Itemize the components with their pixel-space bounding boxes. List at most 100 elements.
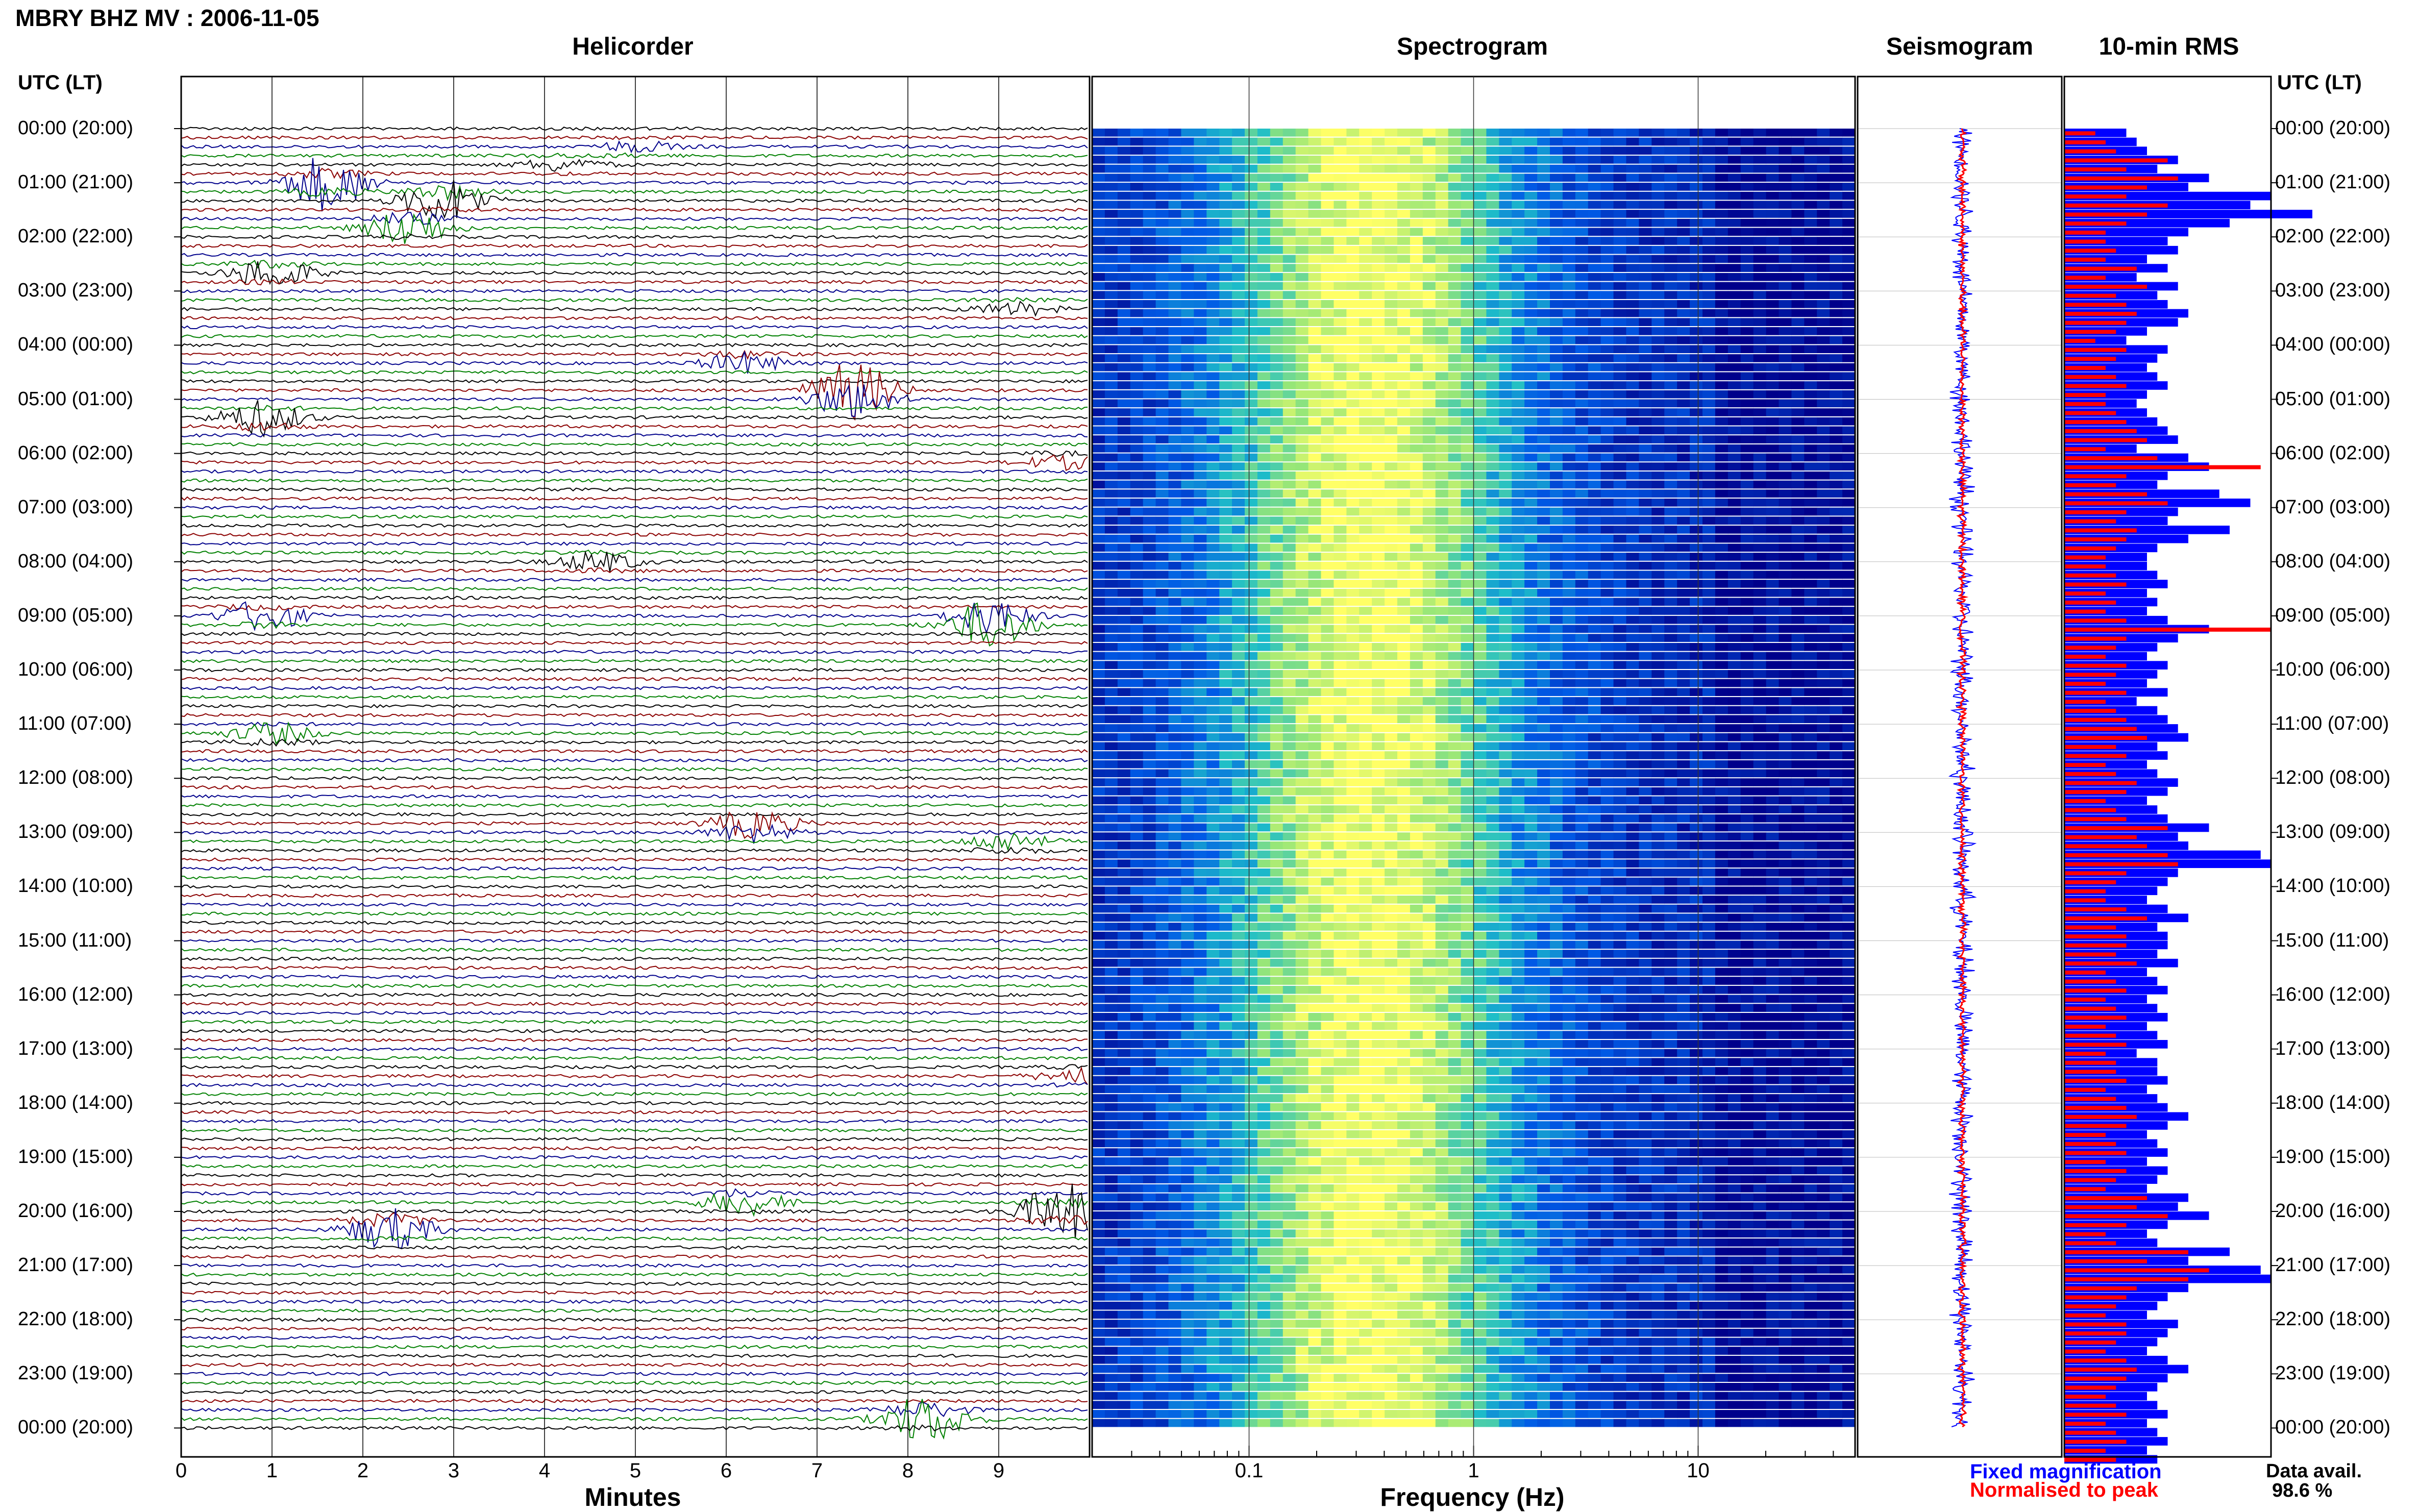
spectrogram-cell	[1422, 218, 1436, 227]
spectrogram-cell	[1804, 272, 1817, 281]
spectrogram-cell	[1270, 507, 1283, 516]
spectrogram-cell	[1600, 390, 1614, 399]
spectrogram-cell	[1117, 733, 1131, 741]
spectrogram-cell	[1537, 210, 1550, 218]
spectrogram-cell	[1359, 228, 1372, 236]
time-tick-left: 11:00 (07:00)	[18, 713, 132, 735]
spectrogram-cell	[1397, 309, 1411, 317]
spectrogram-cell	[1155, 652, 1169, 660]
spectrogram-cell	[1435, 814, 1449, 823]
spectrogram-cell	[1397, 796, 1411, 805]
spectrogram-cell	[1181, 336, 1194, 344]
spectrogram-cell	[1791, 778, 1805, 786]
spectrogram-cell	[1117, 489, 1131, 498]
spectrogram-cell	[1448, 634, 1462, 642]
spectrogram-cell	[1499, 796, 1512, 805]
spectrogram-cell	[1613, 832, 1627, 840]
spectrogram-cell	[1130, 417, 1144, 426]
spectrogram-cell	[1295, 245, 1309, 254]
spectrogram-cell	[1308, 435, 1322, 443]
spectrogram-cell	[1600, 282, 1614, 290]
spectrogram-cell	[1385, 642, 1398, 651]
spectrogram-cell	[1104, 471, 1118, 480]
spectrogram-cell	[1791, 146, 1805, 155]
spectrogram-cell	[1651, 372, 1665, 381]
spectrogram-cell	[1486, 615, 1499, 624]
spectrogram-cell	[1740, 598, 1754, 606]
spectrogram-cell	[1830, 642, 1843, 651]
spectrogram-cell	[1715, 805, 1729, 813]
spectrogram-cell	[1219, 264, 1232, 272]
spectrogram-cell	[1613, 796, 1627, 805]
spectrogram-cell	[1410, 435, 1423, 443]
spectrogram-cell	[1245, 588, 1258, 597]
spectrogram-cell	[1537, 489, 1550, 498]
spectrogram-cell	[1270, 129, 1283, 137]
spectrogram-cell	[1575, 607, 1589, 615]
spectrogram-cell	[1435, 615, 1449, 624]
spectrogram-cell	[1359, 173, 1372, 182]
spectrogram-cell	[1385, 237, 1398, 245]
spectrogram-cell	[1104, 327, 1118, 335]
spectrogram-cell	[1117, 245, 1131, 254]
spectrogram-cell	[1372, 571, 1385, 579]
spectrogram-cell	[1626, 642, 1640, 651]
spectrogram-cell	[1422, 272, 1436, 281]
spectrogram-cell	[1842, 426, 1856, 435]
spectrogram-cell	[1499, 399, 1512, 408]
spectrogram-cell	[1664, 580, 1677, 588]
spectrogram-cell	[1245, 715, 1258, 724]
spectrogram-cell	[1282, 453, 1296, 462]
spectrogram-cell	[1626, 272, 1640, 281]
spectrogram-cell	[1575, 363, 1589, 371]
time-tick-right: 10:00 (06:00)	[2275, 659, 2391, 680]
spectrogram-cell	[1104, 237, 1118, 245]
spectrogram-cell	[1817, 300, 1830, 308]
spectrogram-cell	[1181, 363, 1194, 371]
spectrogram-cell	[1346, 615, 1360, 624]
spectrogram-cell	[1550, 534, 1563, 543]
spectrogram-cell	[1651, 796, 1665, 805]
spectrogram-cell	[1321, 823, 1335, 832]
spectrogram-cell	[1562, 534, 1576, 543]
spectrogram-cell	[1550, 571, 1563, 579]
spectrogram-cell	[1321, 417, 1335, 426]
spectrogram-cell	[1766, 381, 1780, 389]
spectrogram-cell	[1143, 146, 1156, 155]
spectrogram-cell	[1639, 146, 1652, 155]
spectrogram-cell	[1779, 580, 1792, 588]
spectrogram-cell	[1422, 237, 1436, 245]
spectrogram-cell	[1232, 507, 1245, 516]
spectrogram-cell	[1448, 264, 1462, 272]
spectrogram-cell	[1257, 724, 1271, 732]
spectrogram-cell	[1626, 553, 1640, 561]
spectrogram-cell	[1651, 733, 1665, 741]
spectrogram-cell	[1232, 869, 1245, 877]
spectrogram-cell	[1512, 787, 1525, 796]
spectrogram-cell	[1448, 706, 1462, 714]
spectrogram-cell	[1613, 173, 1627, 182]
spectrogram-cell	[1181, 841, 1194, 850]
spectrogram-cell	[1435, 156, 1449, 164]
spectrogram-cell	[1791, 173, 1805, 182]
spectrogram-cell	[1194, 715, 1207, 724]
spectrogram-cell	[1104, 272, 1118, 281]
spectrogram-cell	[1422, 480, 1436, 489]
spectrogram-cell	[1219, 724, 1232, 732]
spectrogram-cell	[1817, 778, 1830, 786]
spectrogram-cell	[1143, 625, 1156, 633]
spectrogram-cell	[1600, 462, 1614, 470]
spectrogram-cell	[1753, 291, 1767, 299]
spectrogram-cell	[1155, 201, 1169, 209]
spectrogram-cell	[1842, 553, 1856, 561]
spectrogram-cell	[1130, 615, 1144, 624]
spectrogram-cell	[1168, 553, 1182, 561]
spectrogram-cell	[1410, 282, 1423, 290]
spectrogram-cell	[1740, 607, 1754, 615]
spectrogram-cell	[1117, 191, 1131, 200]
spectrogram-cell	[1753, 444, 1767, 453]
spectrogram-cell	[1702, 471, 1716, 480]
spectrogram-cell	[1779, 210, 1792, 218]
spectrogram-cell	[1613, 129, 1627, 137]
spectrogram-cell	[1715, 318, 1729, 327]
